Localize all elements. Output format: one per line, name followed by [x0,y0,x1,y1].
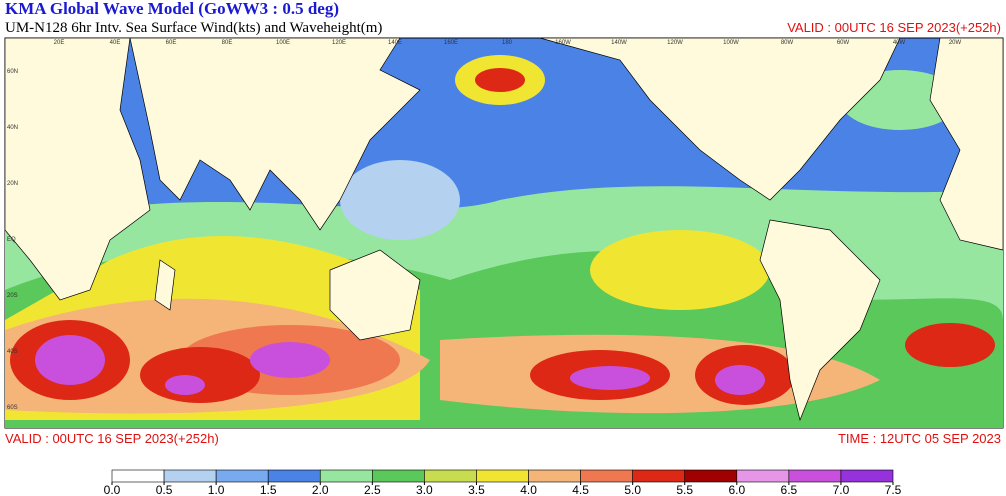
colorbar-label: 7.0 [833,483,850,496]
lon-label: 160E [444,40,458,46]
lon-label: 40E [110,40,121,46]
colorbar-label: 1.0 [208,483,225,496]
lon-label: 120W [667,40,683,46]
colorbar-bin [580,469,633,483]
valid-bottom: VALID : 00UTC 16 SEP 2023(+252h) [5,431,219,446]
colorbar-bin [788,469,842,483]
lat-label: EQ [7,237,16,243]
lon-label: 60W [837,40,850,46]
lon-label: 140E [388,40,402,46]
colorbar-bin [111,469,165,483]
lat-label: 40S [7,349,18,355]
colorbar-bin [632,469,686,483]
lon-labels: 20E 40E 60E 80E 100E 120E 140E 160E 180 160W 140W 1… [54,40,962,46]
lon-label: 100W [723,40,739,46]
colorbar-bin [163,469,217,483]
lat-label: 60S [7,405,18,411]
colorbar-label: 1.5 [260,483,277,496]
colorbar-label: 3.5 [468,483,485,496]
lon-label: 60E [166,40,177,46]
lon-label: 180 [502,40,513,46]
colorbar-bin [319,469,373,483]
colorbar-bin [372,469,425,483]
lat-labels: 60N 40N 20N EQ 20S 40S 60S [7,69,18,411]
colorbar-label: 5.0 [624,483,641,496]
colorbar-bin [215,469,269,483]
subtitle: UM-N128 6hr Intv. Sea Surface Wind(kts) … [5,20,382,36]
lon-label: 160W [555,40,571,46]
colorbar-label: 0.5 [156,483,173,496]
title: KMA Global Wave Model (GoWW3 : 0.5 deg) [5,0,339,18]
colorbar-label: 6.0 [728,483,745,496]
colorbar-label: 6.5 [781,483,798,496]
colorbar-bin [840,469,894,483]
lon-label: 80W [781,40,794,46]
lon-label: 80E [222,40,233,46]
wave-fields [5,55,1003,428]
lat-label: 60N [7,69,18,75]
colorbar-label: 0.0 [104,483,121,496]
lon-label: 40W [893,40,906,46]
lat-label: 20S [7,293,18,299]
colorbar-label: 4.0 [520,483,537,496]
colorbar-bin [267,469,321,483]
colorbar-bin [476,469,529,483]
colorbar-bin [684,469,738,483]
init-time: TIME : 12UTC 05 SEP 2023 [838,431,1001,446]
colorbar-label: 5.5 [676,483,693,496]
colorbar: 0.0 0.5 1.0 1.5 2.0 2.5 3.0 3.5 4.0 4.5 5.0 5.5 6.0 6… [104,469,902,496]
lon-label: 20E [54,40,65,46]
colorbar-label: 2.0 [312,483,329,496]
colorbar-label: 7.5 [885,483,902,496]
colorbar-label: 3.0 [416,483,433,496]
lon-label: 100E [276,40,290,46]
lat-label: 40N [7,125,18,131]
colorbar-label: 4.5 [572,483,589,496]
land [4,37,1004,422]
colorbar-bin [736,469,790,483]
lon-label: 120E [332,40,346,46]
colorbar-bin [424,469,477,483]
colorbar-label: 2.5 [364,483,381,496]
lon-label: 20W [949,40,962,46]
colorbar-bin [528,469,581,483]
lon-label: 140W [611,40,627,46]
valid-top: VALID : 00UTC 16 SEP 2023(+252h) [787,20,1001,35]
lat-label: 20N [7,181,18,187]
map: 20E 40E 60E 80E 100E 120E 140E 160E 180 160W 140W 1… [4,37,1004,429]
